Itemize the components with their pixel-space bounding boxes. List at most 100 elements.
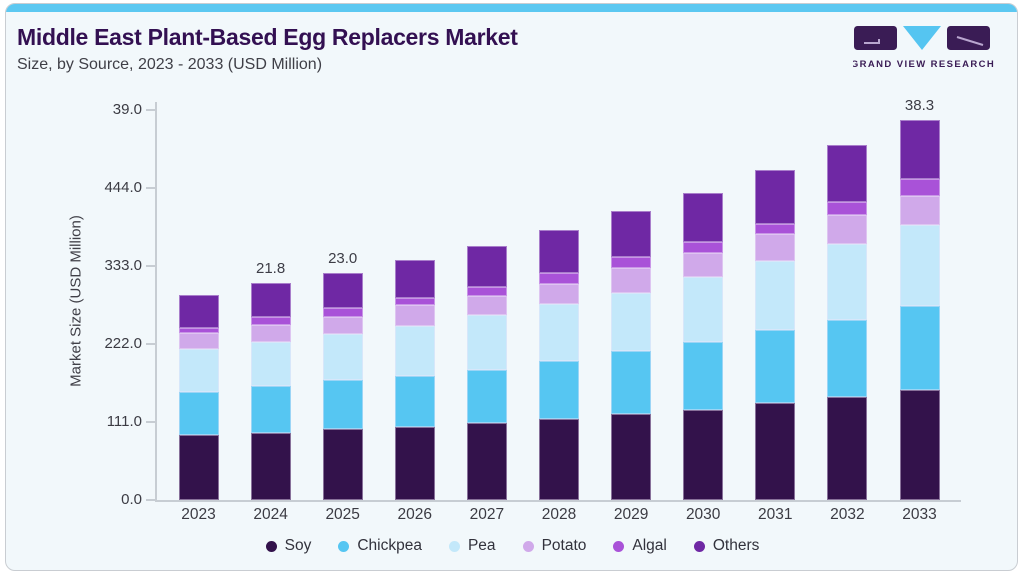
bar-segment-potato-2029[interactable] [611, 268, 652, 293]
bar-segment-soy-2032[interactable] [827, 396, 868, 500]
bar-segment-algal-2033[interactable] [899, 178, 940, 196]
bar-segment-pea-2028[interactable] [539, 303, 579, 361]
bar-segment-pea-2029[interactable] [611, 292, 652, 352]
bar-2026[interactable] [394, 259, 435, 500]
bar-segment-soy-2029[interactable] [611, 413, 652, 500]
bar-segment-soy-2024[interactable] [250, 432, 291, 500]
x-tick-label-2026: 2026 [397, 506, 433, 523]
bar-segment-soy-2031[interactable] [755, 403, 796, 500]
x-tick-label-2027: 2027 [469, 506, 505, 523]
bar-segment-others-2024[interactable] [250, 282, 291, 317]
bar-segment-potato-2028[interactable] [539, 284, 579, 304]
bar-segment-chickpea-2024[interactable] [250, 386, 291, 433]
bar-segment-potato-2030[interactable] [683, 252, 724, 278]
y-tick-label: 111.0 [106, 413, 142, 430]
page-title: Middle East Plant-Based Egg Replacers Ma… [17, 24, 518, 50]
legend-item-pea[interactable]: Pea [448, 537, 496, 555]
bar-segment-others-2025[interactable] [322, 273, 363, 309]
bar-segment-chickpea-2027[interactable] [466, 370, 507, 423]
bar-value-label-2025: 23.0 [328, 250, 358, 268]
bar-segment-pea-2030[interactable] [683, 277, 724, 342]
bar-segment-others-2027[interactable] [466, 246, 507, 288]
legend-item-algal[interactable]: Algal [613, 537, 667, 555]
bar-segment-others-2023[interactable] [178, 294, 219, 328]
bar-2027[interactable] [466, 246, 507, 500]
bar-2025[interactable] [322, 273, 363, 500]
legend-item-soy[interactable]: Soy [265, 537, 311, 555]
x-tick-label-2031: 2031 [758, 506, 793, 523]
bar-2024[interactable] [250, 282, 291, 500]
bar-segment-algal-2030[interactable] [683, 242, 724, 253]
bar-segment-algal-2028[interactable] [539, 273, 579, 285]
bar-segment-soy-2023[interactable] [178, 435, 219, 500]
bar-segment-chickpea-2025[interactable] [322, 379, 363, 430]
legend-dot-pea [448, 540, 460, 552]
bar-segment-chickpea-2023[interactable] [178, 391, 219, 436]
bar-segment-pea-2023[interactable] [178, 348, 219, 392]
x-tick-label-2025: 2025 [325, 506, 360, 523]
bar-segment-algal-2025[interactable] [322, 308, 363, 317]
bar-segment-pea-2032[interactable] [827, 244, 868, 321]
bar-segment-others-2030[interactable] [683, 192, 724, 243]
bar-segment-algal-2024[interactable] [250, 316, 291, 326]
bar-segment-chickpea-2031[interactable] [755, 329, 796, 404]
bar-segment-chickpea-2032[interactable] [827, 320, 868, 397]
bar-segment-chickpea-2029[interactable] [611, 351, 652, 414]
y-tick-mark [146, 187, 155, 189]
bar-segment-others-2033[interactable] [899, 119, 940, 179]
bar-segment-soy-2026[interactable] [394, 426, 435, 500]
legend-dot-potato [522, 540, 534, 552]
bar-segment-chickpea-2030[interactable] [683, 341, 724, 411]
y-tick-label: 333.0 [104, 257, 142, 274]
bar-segment-others-2032[interactable] [827, 145, 868, 203]
bar-segment-pea-2033[interactable] [899, 225, 940, 307]
bar-segment-others-2026[interactable] [394, 259, 435, 298]
bar-segment-pea-2027[interactable] [466, 315, 507, 371]
bar-segment-others-2029[interactable] [611, 210, 652, 257]
bar-segment-pea-2024[interactable] [250, 341, 291, 387]
bar-segment-potato-2032[interactable] [827, 215, 868, 245]
bar-segment-potato-2025[interactable] [322, 316, 363, 335]
bar-2028[interactable] [539, 230, 579, 500]
bar-segment-algal-2027[interactable] [466, 287, 507, 296]
legend-item-chickpea[interactable]: Chickpea [338, 537, 422, 555]
legend-item-others[interactable]: Others [693, 537, 759, 555]
bar-segment-potato-2033[interactable] [899, 195, 940, 226]
bar-segment-potato-2024[interactable] [250, 325, 291, 342]
bar-segment-pea-2031[interactable] [755, 261, 796, 330]
bar-segment-algal-2029[interactable] [611, 256, 652, 269]
bar-segment-algal-2031[interactable] [755, 223, 796, 235]
bar-2031[interactable] [755, 170, 796, 500]
bar-segment-potato-2026[interactable] [394, 305, 435, 327]
bar-2029[interactable] [611, 210, 652, 500]
bar-segment-chickpea-2028[interactable] [539, 360, 579, 419]
legend-dot-algal [613, 540, 625, 552]
bar-segment-algal-2023[interactable] [178, 327, 219, 334]
bar-2030[interactable] [683, 192, 724, 500]
bar-2023[interactable] [178, 294, 219, 500]
bar-segment-potato-2031[interactable] [755, 234, 796, 262]
y-tick-label: 222.0 [104, 335, 142, 352]
bar-segment-chickpea-2026[interactable] [394, 376, 435, 427]
bar-segment-pea-2026[interactable] [394, 326, 435, 377]
bar-segment-soy-2033[interactable] [899, 390, 940, 500]
logo-r-glyph [956, 36, 984, 46]
bar-segment-chickpea-2033[interactable] [899, 306, 940, 391]
x-tick-label-2030: 2030 [685, 506, 721, 523]
bar-segment-algal-2032[interactable] [827, 202, 868, 216]
bar-segment-potato-2027[interactable] [466, 295, 507, 316]
bar-2033[interactable] [899, 119, 940, 500]
y-tick-label: 0.0 [121, 491, 142, 508]
bar-segment-algal-2026[interactable] [394, 297, 435, 306]
bar-segment-others-2028[interactable] [539, 230, 579, 274]
x-axis-line [155, 500, 961, 502]
bar-segment-soy-2025[interactable] [322, 429, 363, 500]
bar-segment-others-2031[interactable] [755, 170, 796, 224]
bar-segment-soy-2027[interactable] [466, 422, 507, 500]
bar-segment-soy-2028[interactable] [539, 418, 579, 500]
bar-2032[interactable] [827, 145, 868, 500]
bar-segment-potato-2023[interactable] [178, 333, 219, 349]
legend-item-potato[interactable]: Potato [522, 537, 586, 555]
bar-segment-pea-2025[interactable] [322, 334, 363, 380]
bar-segment-soy-2030[interactable] [683, 410, 724, 500]
